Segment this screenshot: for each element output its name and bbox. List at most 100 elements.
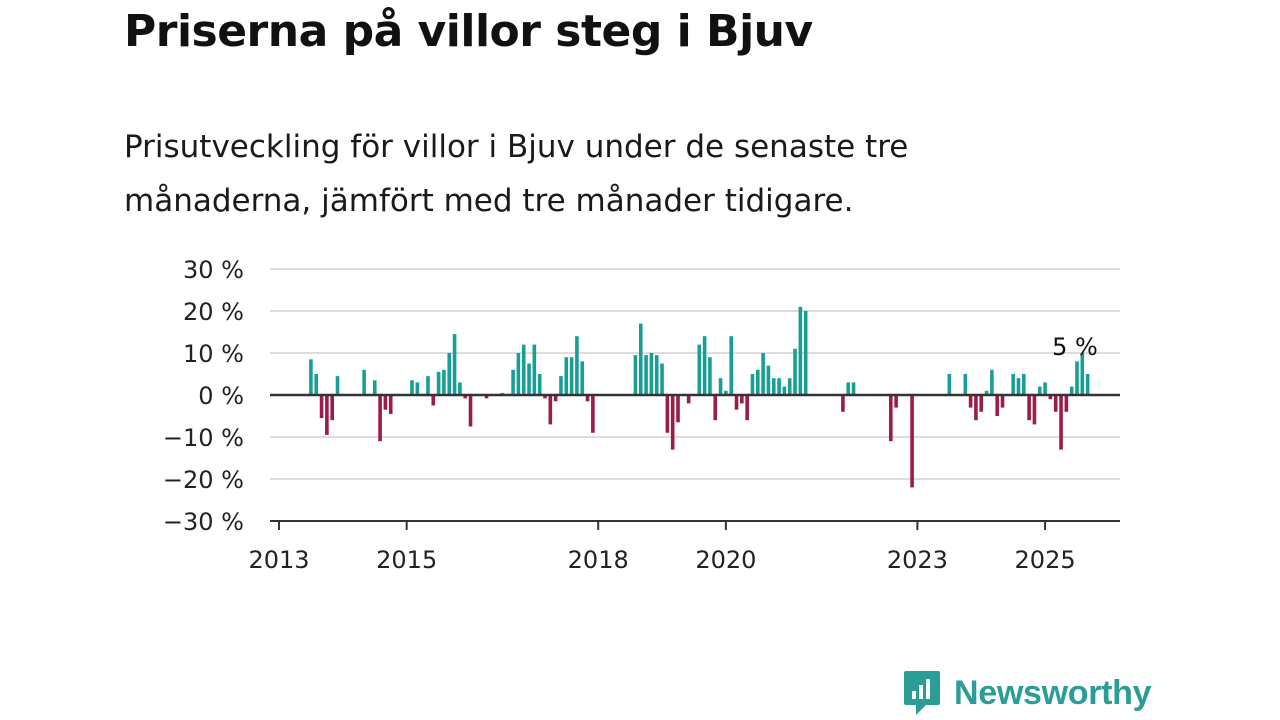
- y-tick-label: −20 %: [163, 466, 244, 494]
- bar: [963, 374, 968, 395]
- bar: [1016, 378, 1021, 395]
- bar: [724, 390, 728, 395]
- bar: [771, 378, 776, 395]
- bar: [686, 395, 691, 404]
- bar: [756, 369, 760, 395]
- bar: [559, 376, 563, 395]
- bar: [633, 355, 638, 395]
- y-axis-labels: 30 % 20 % 10 % 0 % −10 % −20 % −30 %: [163, 256, 244, 536]
- bar: [1048, 395, 1053, 400]
- bar: [708, 357, 712, 395]
- y-tick-label: 30 %: [183, 256, 244, 284]
- chart-subtitle: Prisutveckling för villor i Bjuv under d…: [124, 129, 909, 219]
- bar: [1043, 382, 1047, 395]
- bar: [1059, 395, 1063, 450]
- bar: [718, 378, 723, 395]
- bar: [564, 357, 569, 395]
- x-tick-label: 2015: [376, 546, 437, 574]
- bar: [984, 390, 989, 395]
- bar: [383, 395, 388, 410]
- bar: [521, 344, 526, 395]
- x-tick-label: 2020: [695, 546, 756, 574]
- bar: [548, 395, 553, 425]
- bar: [335, 376, 340, 395]
- y-tick-label: −30 %: [163, 508, 244, 536]
- bar: [947, 374, 952, 395]
- bar: [782, 386, 787, 395]
- bar: [309, 359, 313, 395]
- bar: [431, 395, 436, 406]
- bar: [761, 353, 765, 395]
- bar: [1022, 374, 1026, 395]
- bar: [580, 361, 585, 395]
- bar: [442, 369, 446, 395]
- bar: [1069, 386, 1074, 395]
- bar: [532, 344, 537, 395]
- bar: [740, 395, 744, 404]
- bar-series: [309, 306, 1090, 488]
- bar: [644, 355, 648, 395]
- bar: [1000, 395, 1005, 408]
- bar: [787, 378, 792, 395]
- bar: [1032, 395, 1037, 425]
- bar: [372, 380, 377, 395]
- bar: [665, 395, 670, 433]
- bar: [841, 395, 845, 412]
- bar: [436, 371, 441, 395]
- bar: [484, 395, 489, 399]
- bar: [319, 395, 324, 419]
- bar: [388, 395, 393, 414]
- axes: [270, 393, 1120, 530]
- brand-logo[interactable]: Newsworthy: [902, 670, 1152, 716]
- bar: [968, 395, 973, 408]
- bar: [638, 323, 643, 395]
- newsworthy-logo-icon: [904, 671, 940, 715]
- bar: [979, 395, 984, 412]
- bar: [745, 395, 749, 421]
- bar: [325, 395, 329, 435]
- bar: [1037, 386, 1042, 395]
- bar: [729, 336, 733, 395]
- bar: [452, 334, 457, 395]
- bar: [330, 395, 334, 421]
- bar: [713, 395, 718, 421]
- bar: [654, 355, 659, 395]
- bar: [777, 378, 781, 395]
- bar: [410, 380, 414, 395]
- x-tick-label: 2013: [248, 546, 309, 574]
- bar: [1075, 361, 1079, 395]
- bar: [750, 374, 755, 395]
- page-title: Priserna på villor steg i Bjuv: [124, 6, 813, 57]
- bar: [697, 344, 702, 395]
- x-axis-labels: 2013 2015 2018 2020 2023 2025: [248, 546, 1075, 574]
- bar: [569, 357, 574, 395]
- y-tick-label: 10 %: [183, 340, 244, 368]
- bar: [660, 363, 664, 395]
- bar: [415, 382, 420, 395]
- bar: [426, 376, 430, 395]
- bar: [553, 395, 558, 402]
- bar: [889, 395, 893, 442]
- bar: [511, 369, 515, 395]
- bar: [974, 395, 978, 421]
- bar: [314, 374, 319, 395]
- bar: [1053, 395, 1058, 412]
- bar: [798, 306, 803, 395]
- latest-value-label: 5 %: [1052, 333, 1098, 361]
- bar: [995, 395, 999, 416]
- bar: [537, 374, 542, 395]
- bar: [463, 395, 467, 399]
- bar: [990, 369, 994, 395]
- bar: [670, 395, 675, 450]
- x-tick-label: 2023: [887, 546, 948, 574]
- bar: [527, 363, 531, 395]
- bar: [1080, 353, 1085, 395]
- x-tick-label: 2018: [568, 546, 629, 574]
- bar: [362, 369, 366, 395]
- bar: [910, 395, 914, 488]
- bar: [649, 353, 654, 395]
- bar: [793, 348, 797, 395]
- bar: [575, 336, 579, 395]
- bar: [702, 336, 707, 395]
- bar: [766, 365, 771, 395]
